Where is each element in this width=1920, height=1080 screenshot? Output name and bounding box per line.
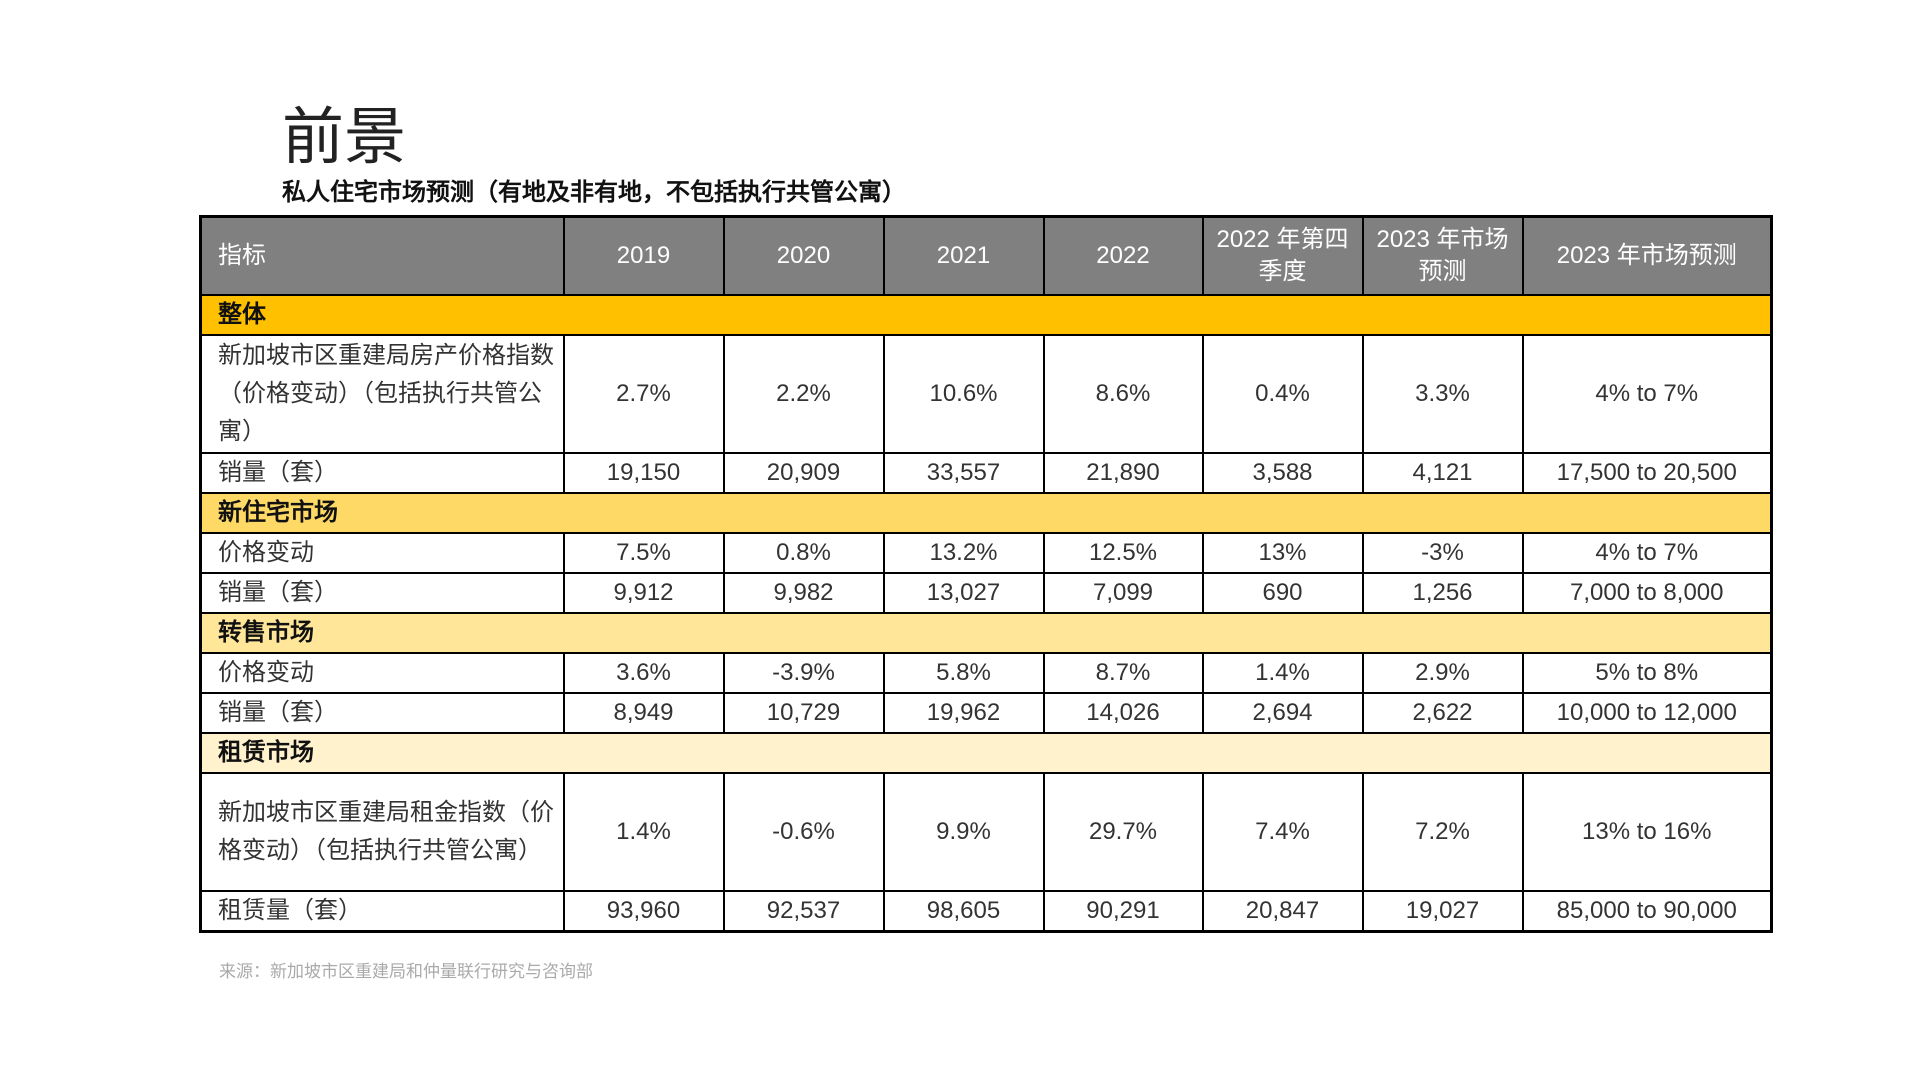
cell: 2,622 — [1361, 692, 1524, 734]
title: 前景 — [282, 103, 407, 172]
cell: 3,588 — [1201, 452, 1364, 494]
section-row: 新住宅市场 — [199, 492, 1773, 534]
cell: 19,150 — [562, 452, 725, 494]
cell: 5.8% — [882, 652, 1045, 694]
cell: 1,256 — [1361, 572, 1524, 614]
cell: 7.5% — [562, 532, 725, 574]
column-header: 2022 — [1042, 215, 1204, 296]
cell: 9,912 — [562, 572, 725, 614]
column-header: 2022 年第四季度 — [1201, 215, 1364, 296]
column-header: 2020 — [722, 215, 885, 296]
forecast-table: 指标 2019 2020 2021 2022 2022 年第四季度 2023 年市场预测 20… — [199, 215, 1773, 933]
data-row: 租赁量（套） 93,960 92,537 98,605 90,291 20,847 19,0… — [199, 890, 1773, 933]
header-row: 指标 2019 2020 2021 2022 2022 年第四季度 2023 年市场预测 20… — [199, 215, 1773, 296]
row-label: 销量（套） — [199, 572, 565, 614]
subtitle: 私人住宅市场预测（有地及非有地，不包括执行共管公寓） — [282, 179, 906, 206]
cell: 4,121 — [1361, 452, 1524, 494]
cell: 10,000 to 12,000 — [1521, 692, 1773, 734]
data-row: 销量（套） 19,150 20,909 33,557 21,890 3,588 4,121 1… — [199, 452, 1773, 494]
cell: 0.8% — [722, 532, 885, 574]
cell: 20,847 — [1201, 890, 1364, 933]
column-header: 2021 — [882, 215, 1045, 296]
column-header: 2019 — [562, 215, 725, 296]
data-row: 销量（套） 8,949 10,729 19,962 14,026 2,694 2,622 10… — [199, 692, 1773, 734]
cell: 4% to 7% — [1521, 532, 1773, 574]
cell: 8.6% — [1042, 334, 1204, 454]
column-header: 指标 — [199, 215, 565, 296]
cell: 9.9% — [882, 772, 1045, 892]
row-label: 新加坡市区重建局房产价格指数（价格变动）（包括执行共管公寓） — [199, 334, 565, 454]
cell: 7,000 to 8,000 — [1521, 572, 1773, 614]
cell: 2,694 — [1201, 692, 1364, 734]
cell: 20,909 — [722, 452, 885, 494]
cell: 33,557 — [882, 452, 1045, 494]
row-label: 新加坡市区重建局租金指数（价格变动）（包括执行共管公寓） — [199, 772, 565, 892]
cell: 690 — [1201, 572, 1364, 614]
cell: 14,026 — [1042, 692, 1204, 734]
row-label: 销量（套） — [199, 452, 565, 494]
cell: 9,982 — [722, 572, 885, 614]
section-title: 整体 — [199, 294, 1773, 336]
data-row: 价格变动 7.5% 0.8% 13.2% 12.5% 13% -3% 4% to 7% — [199, 532, 1773, 574]
cell: 12.5% — [1042, 532, 1204, 574]
data-row: 价格变动 3.6% -3.9% 5.8% 8.7% 1.4% 2.9% 5% to 8% — [199, 652, 1773, 694]
section-title: 租赁市场 — [199, 732, 1773, 774]
column-header: 2023 年市场预测 — [1361, 215, 1524, 296]
cell: 19,962 — [882, 692, 1045, 734]
cell: 1.4% — [1201, 652, 1364, 694]
cell: 17,500 to 20,500 — [1521, 452, 1773, 494]
data-row: 销量（套） 9,912 9,982 13,027 7,099 690 1,256 7,000 … — [199, 572, 1773, 614]
row-label: 价格变动 — [199, 652, 565, 694]
section-row: 整体 — [199, 294, 1773, 336]
row-label: 销量（套） — [199, 692, 565, 734]
data-row: 新加坡市区重建局房产价格指数（价格变动）（包括执行共管公寓） 2.7% 2.2% 10… — [199, 334, 1773, 454]
cell: 98,605 — [882, 890, 1045, 933]
cell: 92,537 — [722, 890, 885, 933]
cell: 10,729 — [722, 692, 885, 734]
section-title: 转售市场 — [199, 612, 1773, 654]
cell: -0.6% — [722, 772, 885, 892]
row-label: 价格变动 — [199, 532, 565, 574]
cell: 85,000 to 90,000 — [1521, 890, 1773, 933]
cell: 4% to 7% — [1521, 334, 1773, 454]
cell: 13% — [1201, 532, 1364, 574]
cell: 1.4% — [562, 772, 725, 892]
cell: 3.6% — [562, 652, 725, 694]
cell: 0.4% — [1201, 334, 1364, 454]
cell: 7.2% — [1361, 772, 1524, 892]
cell: 7.4% — [1201, 772, 1364, 892]
cell: 93,960 — [562, 890, 725, 933]
cell: 90,291 — [1042, 890, 1204, 933]
cell: 10.6% — [882, 334, 1045, 454]
section-row: 转售市场 — [199, 612, 1773, 654]
data-row: 新加坡市区重建局租金指数（价格变动）（包括执行共管公寓） 1.4% -0.6% 9.9… — [199, 772, 1773, 892]
cell: 2.7% — [562, 334, 725, 454]
cell: 13,027 — [882, 572, 1045, 614]
cell: 19,027 — [1361, 890, 1524, 933]
cell: 13% to 16% — [1521, 772, 1773, 892]
cell: 13.2% — [882, 532, 1045, 574]
column-header: 2023 年市场预测 — [1521, 215, 1773, 296]
cell: 2.9% — [1361, 652, 1524, 694]
section-title: 新住宅市场 — [199, 492, 1773, 534]
cell: 7,099 — [1042, 572, 1204, 614]
cell: 8,949 — [562, 692, 725, 734]
cell: -3% — [1361, 532, 1524, 574]
row-label: 租赁量（套） — [199, 890, 565, 933]
cell: 5% to 8% — [1521, 652, 1773, 694]
cell: 3.3% — [1361, 334, 1524, 454]
cell: 29.7% — [1042, 772, 1204, 892]
section-row: 租赁市场 — [199, 732, 1773, 774]
cell: -3.9% — [722, 652, 885, 694]
cell: 2.2% — [722, 334, 885, 454]
source-note: 来源：新加坡市区重建局和仲量联行研究与咨询部 — [219, 962, 593, 981]
cell: 8.7% — [1042, 652, 1204, 694]
cell: 21,890 — [1042, 452, 1204, 494]
